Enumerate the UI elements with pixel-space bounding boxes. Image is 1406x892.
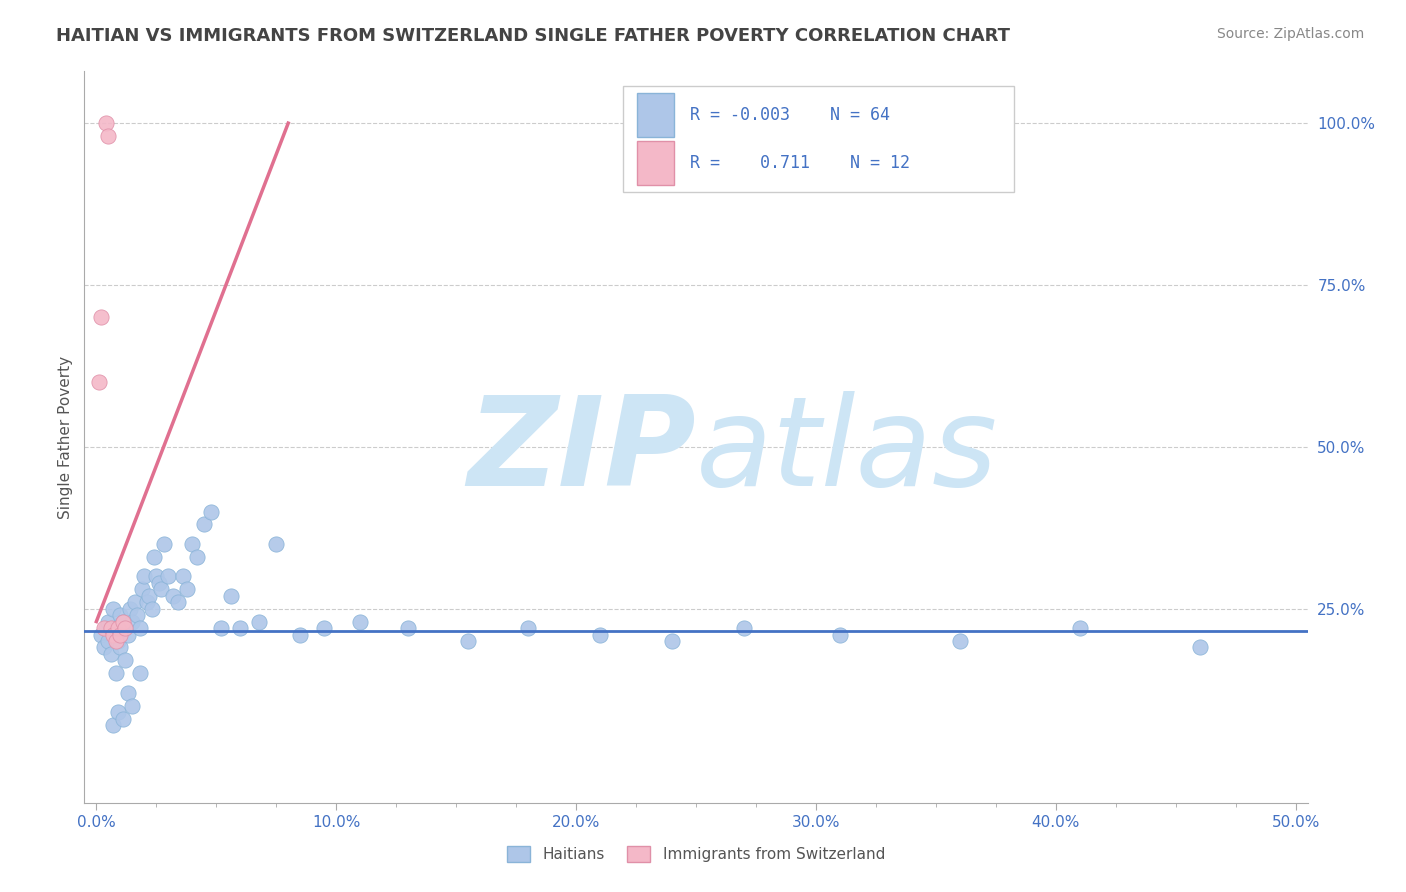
Point — [152, 537, 174, 551]
Point — [135, 595, 157, 609]
Text: R =    0.711    N = 12: R = 0.711 N = 12 — [690, 153, 910, 172]
Point — [104, 634, 127, 648]
Point — [97, 615, 120, 629]
Point — [264, 537, 287, 551]
Point — [589, 627, 612, 641]
Bar — [637, 141, 673, 185]
Point — [110, 640, 132, 655]
Point — [111, 615, 134, 629]
Point — [114, 621, 136, 635]
Point — [97, 634, 120, 648]
Legend: Haitians, Immigrants from Switzerland: Haitians, Immigrants from Switzerland — [501, 840, 891, 868]
Point — [118, 601, 141, 615]
Point — [157, 569, 180, 583]
Point — [101, 718, 124, 732]
Point — [107, 634, 129, 648]
Text: R = -0.003    N = 64: R = -0.003 N = 64 — [690, 106, 890, 124]
Point — [114, 621, 136, 635]
Point — [131, 582, 153, 597]
Point — [181, 537, 204, 551]
Point — [229, 621, 252, 635]
Point — [148, 575, 170, 590]
Point — [110, 608, 132, 623]
Point — [138, 589, 160, 603]
Point — [104, 621, 127, 635]
Point — [107, 705, 129, 719]
Point — [128, 621, 150, 635]
Point — [457, 634, 479, 648]
Text: HAITIAN VS IMMIGRANTS FROM SWITZERLAND SINGLE FATHER POVERTY CORRELATION CHART: HAITIAN VS IMMIGRANTS FROM SWITZERLAND S… — [56, 27, 1011, 45]
Point — [87, 375, 110, 389]
Point — [111, 712, 134, 726]
Point — [1188, 640, 1211, 655]
Point — [828, 627, 851, 641]
Point — [186, 549, 208, 564]
Point — [100, 621, 122, 635]
Point — [661, 634, 683, 648]
Point — [249, 615, 271, 629]
Point — [517, 621, 540, 635]
Point — [94, 116, 117, 130]
Point — [94, 621, 117, 635]
Point — [193, 517, 215, 532]
Point — [134, 569, 156, 583]
Point — [1069, 621, 1091, 635]
Point — [97, 129, 120, 144]
Point — [141, 601, 163, 615]
Point — [162, 589, 184, 603]
Point — [145, 569, 167, 583]
Point — [142, 549, 165, 564]
Point — [124, 595, 146, 609]
Point — [349, 615, 371, 629]
Text: atlas: atlas — [696, 392, 998, 512]
Point — [90, 627, 112, 641]
Point — [396, 621, 419, 635]
Point — [167, 595, 190, 609]
Point — [200, 504, 222, 518]
Y-axis label: Single Father Poverty: Single Father Poverty — [58, 356, 73, 518]
Point — [127, 608, 149, 623]
Point — [93, 640, 115, 655]
Point — [117, 627, 139, 641]
Point — [314, 621, 336, 635]
Point — [121, 698, 143, 713]
Point — [111, 615, 134, 629]
Bar — [637, 94, 673, 137]
Text: ZIP: ZIP — [467, 392, 696, 512]
FancyBboxPatch shape — [623, 86, 1014, 192]
Point — [117, 686, 139, 700]
Point — [733, 621, 755, 635]
Point — [128, 666, 150, 681]
Point — [172, 569, 194, 583]
Point — [949, 634, 972, 648]
Point — [100, 647, 122, 661]
Point — [107, 621, 129, 635]
Text: Source: ZipAtlas.com: Source: ZipAtlas.com — [1216, 27, 1364, 41]
Point — [121, 615, 143, 629]
Point — [290, 627, 312, 641]
Point — [209, 621, 232, 635]
Point — [150, 582, 173, 597]
Point — [219, 589, 242, 603]
Point — [101, 601, 124, 615]
Point — [93, 621, 115, 635]
Point — [104, 666, 127, 681]
Point — [176, 582, 198, 597]
Point — [114, 653, 136, 667]
Point — [101, 627, 124, 641]
Point — [110, 627, 132, 641]
Point — [90, 310, 112, 325]
